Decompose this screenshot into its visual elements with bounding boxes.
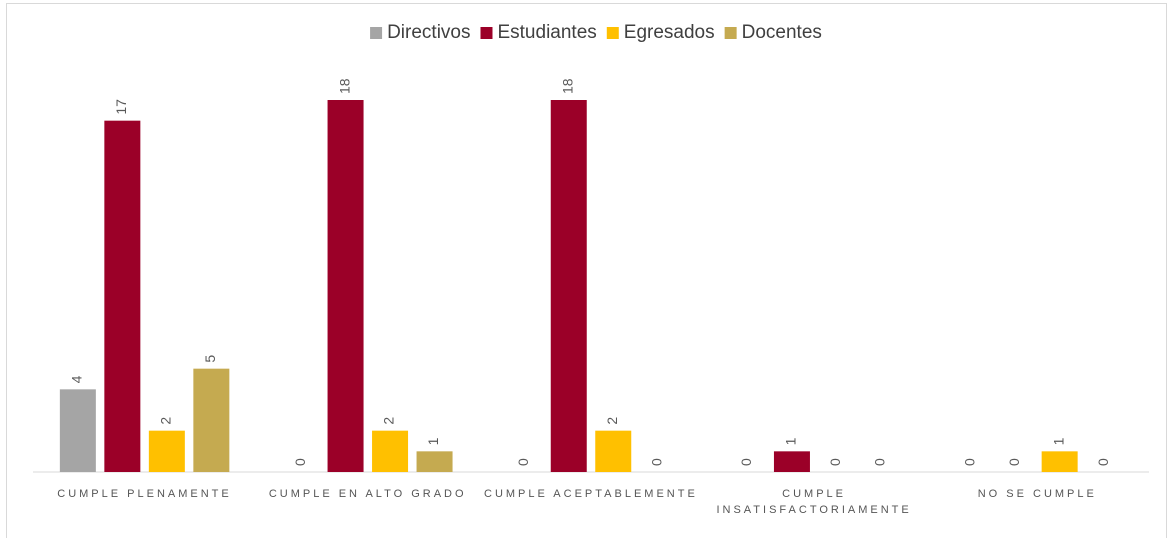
data-label: 0 — [961, 458, 977, 466]
legend-label: Directivos — [387, 22, 470, 43]
data-label: 1 — [425, 437, 441, 445]
legend-label: Egresados — [624, 22, 715, 43]
bar — [148, 430, 185, 472]
bar — [193, 368, 230, 472]
x-tick-label: CUMPLE EN ALTO GRADO — [268, 488, 467, 500]
x-tick-label: CUMPLE ACEPTABLEMENTE — [484, 488, 698, 500]
x-tick-label: CUMPLE INSATISFACTORIAMENTE — [716, 488, 912, 516]
legend-swatch — [370, 27, 383, 39]
bar — [104, 120, 141, 473]
data-label: 4 — [69, 375, 85, 383]
data-label: 0 — [738, 458, 754, 466]
legend-label: Docentes — [742, 22, 822, 43]
x-tick-label: CUMPLE PLENAMENTE — [57, 488, 232, 500]
legend-swatch — [480, 27, 493, 39]
data-label: 1 — [1050, 437, 1066, 445]
data-label: 0 — [872, 458, 888, 466]
legend-swatch — [724, 27, 737, 39]
data-label: 18 — [336, 78, 352, 94]
bar — [595, 430, 632, 472]
data-label: 0 — [1006, 458, 1022, 466]
data-label: 0 — [515, 458, 531, 466]
bar — [550, 100, 587, 472]
data-label: 18 — [559, 78, 575, 94]
legend-swatch — [606, 27, 619, 39]
data-label: 2 — [381, 417, 397, 425]
data-label: 2 — [158, 417, 174, 425]
data-label: 5 — [202, 355, 218, 363]
data-label: 0 — [292, 458, 308, 466]
bar — [416, 451, 453, 472]
bar — [773, 451, 810, 472]
data-label: 0 — [827, 458, 843, 466]
data-label: 2 — [604, 417, 620, 425]
bar — [59, 389, 96, 472]
x-tick-label: NO SE CUMPLE — [977, 488, 1097, 500]
data-label: 0 — [1095, 458, 1111, 466]
data-label: 1 — [783, 437, 799, 445]
legend-label: Estudiantes — [497, 22, 596, 43]
bar — [372, 430, 409, 472]
bar — [1041, 451, 1078, 472]
bar — [327, 100, 364, 472]
data-label: 17 — [113, 99, 129, 115]
data-label: 0 — [648, 458, 664, 466]
chart-border — [6, 3, 1167, 538]
